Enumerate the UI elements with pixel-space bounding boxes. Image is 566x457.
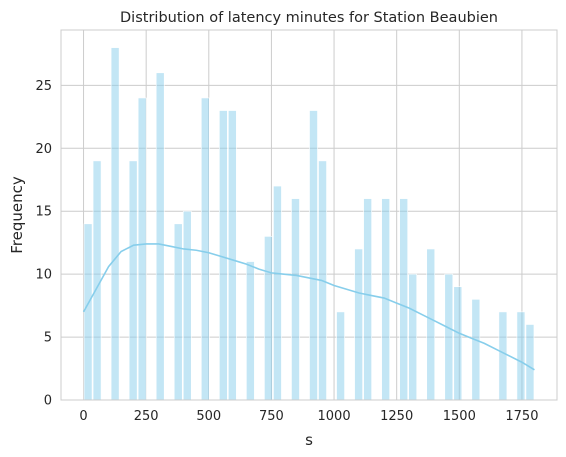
histogram-bar bbox=[399, 198, 409, 401]
histogram-bar bbox=[471, 299, 481, 401]
histogram-bar bbox=[128, 160, 138, 401]
y-axis-label: Frequency bbox=[8, 176, 26, 254]
histogram-bar bbox=[363, 198, 372, 401]
histogram-bar bbox=[408, 273, 418, 401]
histogram-bar bbox=[83, 223, 93, 401]
y-tick-label: 10 bbox=[35, 268, 52, 283]
histogram-bar bbox=[246, 261, 255, 401]
histogram-bar bbox=[92, 160, 102, 401]
histogram-bar bbox=[354, 248, 363, 401]
chart-title: Distribution of latency minutes for Stat… bbox=[120, 10, 498, 26]
x-tick-label: 1500 bbox=[443, 409, 476, 424]
kde-line bbox=[82, 243, 535, 371]
x-tick-label: 0 bbox=[79, 409, 87, 424]
y-tick-label: 25 bbox=[35, 79, 52, 94]
x-tick-label: 750 bbox=[259, 409, 284, 424]
x-tick-label: 1750 bbox=[505, 409, 538, 424]
histogram-bar bbox=[155, 72, 165, 401]
histogram-bar bbox=[200, 97, 210, 401]
y-tick-label: 20 bbox=[35, 142, 52, 157]
histogram-bar bbox=[264, 236, 273, 401]
histogram-bar bbox=[110, 47, 120, 401]
y-tick-label: 5 bbox=[44, 331, 52, 346]
histogram-bar bbox=[453, 286, 463, 401]
histogram-bar bbox=[498, 311, 508, 401]
y-tick-labels: 0 5 10 15 20 25 bbox=[35, 79, 52, 409]
histogram-bar bbox=[182, 210, 192, 401]
histogram-bar bbox=[336, 311, 345, 401]
histogram-bar bbox=[137, 97, 147, 401]
x-tick-label: 1000 bbox=[318, 409, 351, 424]
histogram-bar bbox=[291, 198, 300, 401]
histogram-bar bbox=[525, 324, 535, 401]
histogram-bar bbox=[516, 311, 526, 401]
x-axis-label: s bbox=[305, 431, 313, 449]
y-tick-label: 0 bbox=[44, 394, 52, 409]
x-tick-label: 1250 bbox=[380, 409, 413, 424]
histogram-bar bbox=[219, 110, 228, 401]
x-tick-label: 250 bbox=[134, 409, 159, 424]
histogram-bar bbox=[444, 273, 454, 401]
histogram-bar bbox=[426, 248, 436, 401]
histogram-bar bbox=[273, 185, 282, 401]
histogram-bar bbox=[309, 110, 318, 401]
histogram-bar bbox=[173, 223, 183, 401]
plot-area-frame bbox=[60, 29, 558, 401]
kde-curve-group bbox=[82, 243, 535, 371]
x-tick-labels: 0 250 500 750 1000 1250 1500 1750 bbox=[79, 409, 538, 424]
histogram-bar bbox=[228, 110, 237, 401]
y-tick-label: 15 bbox=[35, 205, 52, 220]
x-tick-label: 500 bbox=[196, 409, 221, 424]
